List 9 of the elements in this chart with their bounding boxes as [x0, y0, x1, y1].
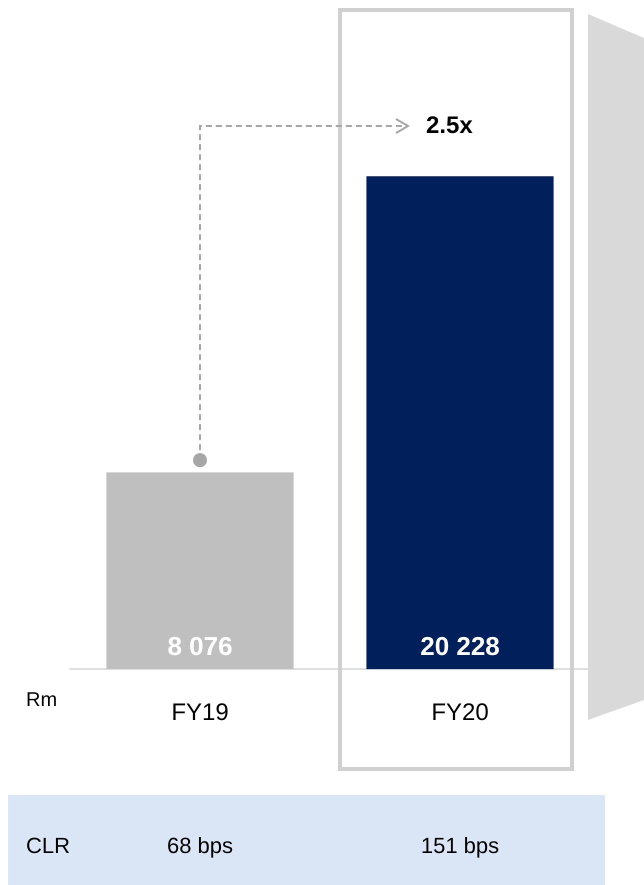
- x-tick-label: FY20: [431, 699, 489, 726]
- text: 151 bps: [420, 833, 500, 859]
- x-tick-label: FY19: [171, 699, 229, 726]
- data-label: 8 076: [167, 631, 233, 662]
- text: 2.5x: [426, 111, 473, 142]
- text: 68 bps: [166, 833, 234, 859]
- text: CLR: [24, 833, 71, 859]
- y-axis-title: Rm: [26, 689, 58, 712]
- data-label: 20 228: [420, 631, 500, 662]
